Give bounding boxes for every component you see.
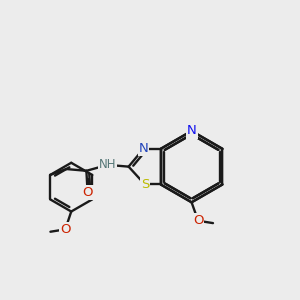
Text: N: N xyxy=(139,142,148,155)
Text: S: S xyxy=(141,178,149,191)
Text: N: N xyxy=(187,124,196,137)
Text: O: O xyxy=(82,186,93,199)
Text: O: O xyxy=(60,223,70,236)
Text: O: O xyxy=(193,214,203,227)
Text: NH: NH xyxy=(99,158,116,171)
